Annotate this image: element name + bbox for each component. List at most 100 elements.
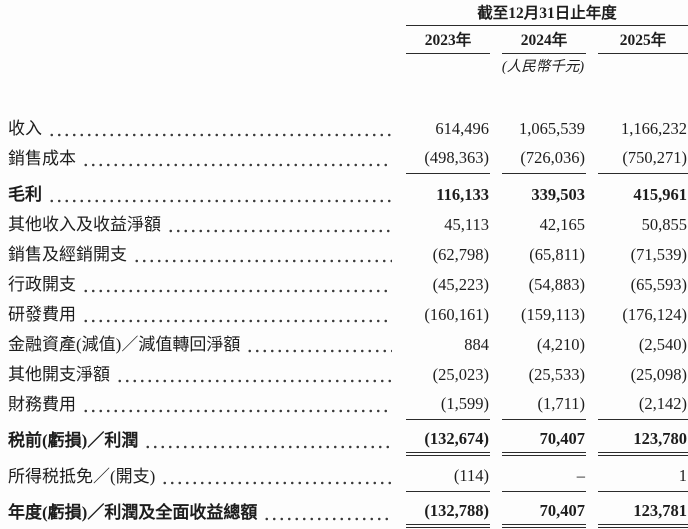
row-label: 銷售成本 [8,149,76,168]
row-value-2025: (2,142) [598,390,688,420]
table-row: 年度(虧損)／利潤及全面收益總額 (132,788) 70,407 123,78… [0,498,688,528]
row-label: 金融資產(減值)／減值轉回淨額 [8,335,241,354]
row-value-2025: (71,539) [630,245,687,264]
row-value-2023: (132,674) [406,426,490,456]
row-value-2024: – [502,462,586,492]
year-header-2024: 2024年 [502,31,586,54]
row-value-2025: 123,781 [598,498,688,528]
row-value-2024: 42,165 [539,215,585,234]
dot-leader [116,360,392,390]
row-label-cell: 銷售成本 [0,144,398,174]
row-label-cell: 税前(虧損)／利潤 [0,426,398,456]
period-title: 截至12月31日止年度 [406,4,688,26]
row-label: 税前(虧損)／利潤 [8,431,139,450]
row-label-cell: 年度(虧損)／利潤及全面收益總額 [0,498,398,528]
dot-leader [82,270,392,300]
dot-leader [133,240,392,270]
row-label-cell: 所得税抵免／(開支) [0,462,398,492]
year-header-2025: 2025年 [598,31,688,54]
row-label-cell: 其他收入及收益淨額 [0,210,398,240]
row-value-2025: (2,540) [638,335,687,354]
row-value-2024: (159,113) [520,305,585,324]
table-row: 金融資產(減值)／減值轉回淨額 884 (4,210) (2,540) [0,330,688,360]
table-row: 其他收入及收益淨額 45,113 42,165 50,855 [0,210,688,240]
row-label-cell: 行政開支 [0,270,398,300]
row-value-2023: (498,363) [406,144,490,174]
row-value-2024: 70,407 [502,426,586,456]
row-value-2024: 339,503 [531,185,585,204]
row-label-cell: 毛利 [0,180,398,210]
table-body: 收入 614,496 1,065,539 1,166,232 銷售成本 (498… [0,114,688,528]
dot-leader [82,390,392,420]
dot-leader [246,330,392,360]
row-label: 其他收入及收益淨額 [8,215,161,234]
row-label: 銷售及經銷開支 [8,245,127,264]
row-value-2023: (45,223) [432,275,489,294]
row-label-cell: 財務費用 [0,390,398,420]
row-value-2024: 1,065,539 [519,119,585,138]
row-value-2023: (1,599) [406,390,490,420]
row-value-2024: (4,210) [536,335,585,354]
table-row: 財務費用 (1,599) (1,711) (2,142) [0,390,688,420]
row-value-2025: 1 [598,462,688,492]
row-value-2023: 884 [464,335,489,354]
table-row: 所得税抵免／(開支) (114) – 1 [0,462,688,492]
row-value-2023: 116,133 [436,185,489,204]
row-label: 年度(虧損)／利潤及全面收益總額 [8,503,258,522]
row-value-2025: (25,098) [630,365,687,384]
row-value-2023: (160,161) [424,305,489,324]
row-label-cell: 銷售及經銷開支 [0,240,398,270]
year-headers: 2023年 2024年 2025年 [398,26,688,54]
table-row: 其他開支淨額 (25,023) (25,533) (25,098) [0,360,688,390]
row-label-cell: 金融資產(減值)／減值轉回淨額 [0,330,398,360]
row-value-2025: 1,166,232 [621,119,687,138]
row-value-2024: (54,883) [528,275,585,294]
table-row: 銷售及經銷開支 (62,798) (65,811) (71,539) [0,240,688,270]
dot-leader [48,114,392,144]
row-value-2025: 50,855 [641,215,687,234]
table-row: 税前(虧損)／利潤 (132,674) 70,407 123,780 [0,426,688,456]
row-label: 研發費用 [8,305,76,324]
row-value-2023: 45,113 [444,215,489,234]
row-label-cell: 研發費用 [0,300,398,330]
dot-leader [263,498,392,528]
row-value-2023: (114) [406,462,490,492]
row-label: 所得税抵免／(開支) [8,467,156,486]
row-value-2024: (1,711) [502,390,586,420]
currency-unit-note: (人民幣千元) [501,59,585,75]
table-row: 收入 614,496 1,065,539 1,166,232 [0,114,688,144]
table-row: 銷售成本 (498,363) (726,036) (750,271) [0,144,688,174]
row-value-2023: (25,023) [432,365,489,384]
table-row: 毛利 116,133 339,503 415,961 [0,180,688,210]
row-value-2025: (65,593) [630,275,687,294]
table-row: 行政開支 (45,223) (54,883) (65,593) [0,270,688,300]
header-columns: 截至12月31日止年度 2023年 2024年 2025年 (人民幣千元) [398,4,688,77]
row-label: 其他開支淨額 [8,365,110,384]
row-value-2023: 614,496 [435,119,489,138]
year-header-2023: 2023年 [406,31,490,54]
dot-leader [161,462,392,492]
row-value-2025: (750,271) [598,144,688,174]
row-label-cell: 其他開支淨額 [0,360,398,390]
table-row: 研發費用 (160,161) (159,113) (176,124) [0,300,688,330]
row-label: 收入 [8,119,42,138]
body-spacer [0,77,688,114]
row-value-2025: 415,961 [633,185,687,204]
row-value-2025: 123,780 [598,426,688,456]
dot-leader [167,210,392,240]
header-spacer [0,4,398,77]
row-label: 行政開支 [8,275,76,294]
row-value-2024: (726,036) [502,144,586,174]
row-value-2024: 70,407 [502,498,586,528]
dot-leader [144,426,392,456]
dot-leader [82,144,392,174]
row-value-2023: (132,788) [406,498,490,528]
row-label-cell: 收入 [0,114,398,144]
row-label: 毛利 [8,185,42,204]
row-value-2024: (25,533) [528,365,585,384]
table-header: 截至12月31日止年度 2023年 2024年 2025年 (人民幣千元) [0,0,688,77]
dot-leader [48,180,392,210]
dot-leader [82,300,392,330]
row-value-2023: (62,798) [432,245,489,264]
